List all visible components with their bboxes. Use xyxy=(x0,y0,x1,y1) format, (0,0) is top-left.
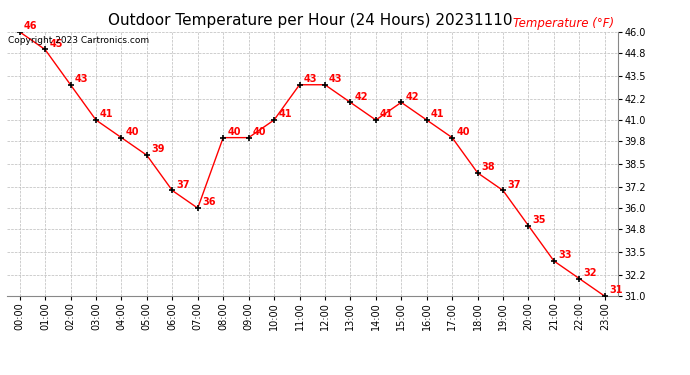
Text: 40: 40 xyxy=(253,127,266,137)
Text: 32: 32 xyxy=(584,268,597,278)
Text: 41: 41 xyxy=(431,109,444,119)
Text: 42: 42 xyxy=(406,92,419,102)
Text: 42: 42 xyxy=(355,92,368,102)
Text: 40: 40 xyxy=(456,127,470,137)
Text: 39: 39 xyxy=(151,144,164,154)
Text: 43: 43 xyxy=(75,74,88,84)
Text: 41: 41 xyxy=(278,109,292,119)
Text: 37: 37 xyxy=(507,180,521,190)
Text: 33: 33 xyxy=(558,250,571,260)
Text: 45: 45 xyxy=(49,39,63,49)
Text: 43: 43 xyxy=(329,74,343,84)
Text: Copyright 2023 Cartronics.com: Copyright 2023 Cartronics.com xyxy=(8,36,150,45)
Text: 43: 43 xyxy=(304,74,317,84)
Text: Outdoor Temperature per Hour (24 Hours) 20231110: Outdoor Temperature per Hour (24 Hours) … xyxy=(108,13,513,28)
Text: 38: 38 xyxy=(482,162,495,172)
Text: 40: 40 xyxy=(126,127,139,137)
Text: 36: 36 xyxy=(202,197,215,207)
Text: 46: 46 xyxy=(23,21,37,31)
Text: 37: 37 xyxy=(177,180,190,190)
Text: 41: 41 xyxy=(100,109,114,119)
Text: 40: 40 xyxy=(227,127,241,137)
Text: 31: 31 xyxy=(609,285,622,296)
Text: Temperature (°F): Temperature (°F) xyxy=(513,17,614,30)
Text: 35: 35 xyxy=(533,215,546,225)
Text: 41: 41 xyxy=(380,109,393,119)
